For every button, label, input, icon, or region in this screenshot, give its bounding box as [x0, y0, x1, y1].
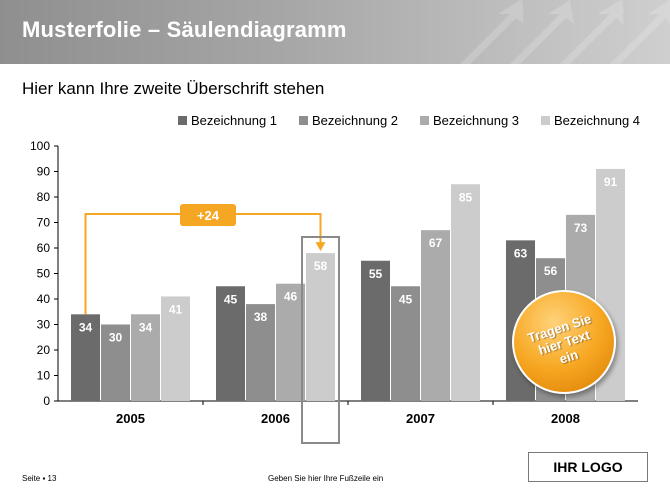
legend-label: Bezeichnung 4: [554, 113, 640, 128]
y-tick-label: 100: [30, 139, 50, 153]
bar: [161, 296, 190, 401]
logo: IHR LOGO: [528, 452, 648, 482]
legend-swatch: [541, 116, 550, 125]
arrow-pattern-decoration: [460, 0, 670, 64]
header-bar: Musterfolie – Säulendiagramm: [0, 0, 670, 64]
y-tick-label: 70: [37, 216, 51, 230]
category-label: 2008: [551, 411, 580, 426]
data-label: 67: [429, 236, 443, 250]
data-label: 38: [254, 310, 268, 324]
data-label: 34: [139, 320, 153, 334]
footer-text: Geben Sie hier Ihre Fußzeile ein: [268, 474, 384, 483]
y-tick-label: 0: [43, 394, 50, 408]
data-label: 55: [369, 267, 383, 281]
y-tick-label: 10: [37, 369, 51, 383]
bar: [451, 184, 480, 401]
data-label: 91: [604, 175, 618, 189]
bar: [71, 314, 100, 401]
data-label: 41: [169, 302, 183, 316]
y-tick-label: 60: [37, 241, 51, 255]
bar: [101, 324, 130, 401]
data-label: 63: [514, 246, 528, 260]
data-label: 73: [574, 221, 588, 235]
data-label: 45: [399, 292, 413, 306]
bar: [276, 283, 305, 401]
bar: [306, 253, 335, 401]
bar: [131, 314, 160, 401]
data-label: 85: [459, 190, 473, 204]
data-label: 46: [284, 290, 298, 304]
legend-label: Bezeichnung 3: [433, 113, 519, 128]
data-label: 30: [109, 331, 123, 345]
highlight-box: [301, 236, 340, 444]
delta-badge: +24: [180, 204, 236, 226]
subtitle: Hier kann Ihre zweite Überschrift stehen: [22, 79, 325, 98]
bar: [216, 286, 245, 401]
legend-swatch: [299, 116, 308, 125]
comparison-arrowhead: [315, 242, 326, 252]
data-label: 34: [79, 320, 93, 334]
legend-swatch: [178, 116, 187, 125]
legend-label: Bezeichnung 2: [312, 113, 398, 128]
y-tick-label: 20: [37, 343, 51, 357]
bar: [421, 230, 450, 401]
bar: [246, 304, 275, 401]
category-label: 2006: [261, 411, 290, 426]
y-tick-label: 30: [37, 318, 51, 332]
y-tick-label: 90: [37, 165, 51, 179]
category-label: 2007: [406, 411, 435, 426]
text-sticker: Tragen Sie hier Text ein: [512, 290, 616, 394]
data-label: 58: [314, 259, 328, 273]
footer-page-number: Seite ▪ 13: [22, 474, 57, 483]
data-label: 56: [544, 264, 558, 278]
bar: [361, 260, 390, 401]
category-label: 2005: [116, 411, 145, 426]
slide-title: Musterfolie – Säulendiagramm: [22, 17, 347, 42]
data-label: 45: [224, 292, 238, 306]
y-tick-label: 50: [37, 267, 51, 281]
legend-swatch: [420, 116, 429, 125]
legend-label: Bezeichnung 1: [191, 113, 277, 128]
y-tick-label: 40: [37, 292, 51, 306]
y-tick-label: 80: [37, 190, 51, 204]
bar: [391, 286, 420, 401]
